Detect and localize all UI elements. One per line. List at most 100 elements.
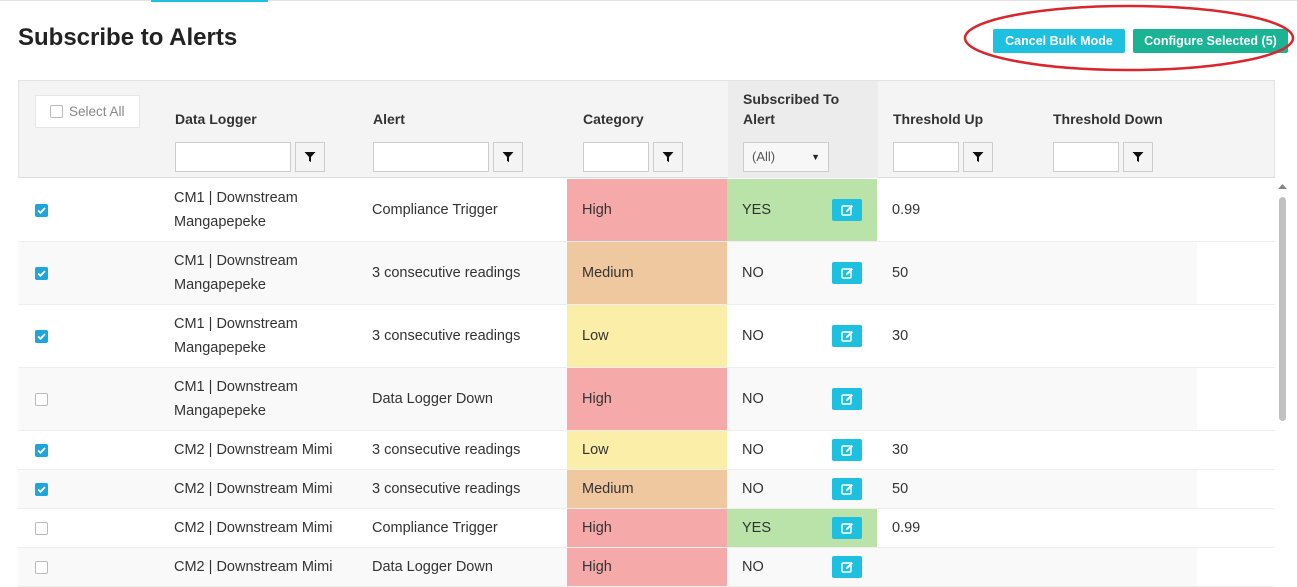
row-checkbox[interactable] [35,392,48,406]
threshold-down [1037,179,1197,241]
subscribed-cell: NO [727,368,877,430]
threshold-down [1037,242,1197,304]
header-cell: Threshold Up [878,81,1038,178]
spacer-cell [1197,548,1275,586]
spacer-cell [1197,179,1275,241]
subscribed-cell: NO [727,305,877,367]
data-logger: CM1 | Downstream Mangapepeke [174,316,298,356]
row-checkbox[interactable] [35,482,48,496]
select-cell [18,305,159,367]
spacer-cell [1197,431,1275,469]
row-checkbox[interactable] [35,203,48,217]
row-checkbox[interactable] [35,329,48,343]
select-cell [18,548,159,586]
edit-button[interactable] [832,478,862,500]
edit-button[interactable] [832,199,862,221]
category: High [567,548,727,586]
threshold-down [1037,368,1197,430]
top-border [0,0,1297,1]
edit-button[interactable] [832,262,862,284]
filter-button[interactable] [1123,142,1153,172]
spacer-cell [1197,470,1275,508]
edit-button[interactable] [832,325,862,347]
threshold-down [1037,470,1197,508]
edit-button[interactable] [832,556,862,578]
subscribed-value: YES [742,520,772,536]
table-body: CM1 | Downstream Mangapepeke Compliance T… [18,179,1275,587]
scroll-up-arrow[interactable] [1275,179,1290,193]
dropdown-caret: ▼ [811,152,820,162]
table-row: CM1 | Downstream Mangapepeke 3 consecutiv… [18,242,1275,305]
subscribed-value: NO [742,559,764,575]
alert-name: 3 consecutive readings [372,481,521,497]
row-checkbox[interactable] [35,560,48,574]
filter-button[interactable] [653,142,683,172]
select-all[interactable]: Select All [35,95,140,128]
table-row: CM2 | Downstream Mimi 3 consecutive readi… [18,470,1275,509]
select-cell [18,179,159,241]
category: Medium [567,470,727,508]
select-cell [18,470,159,508]
header-cell: Threshold Down [1038,81,1198,178]
data-logger: CM2 | Downstream Mimi [174,442,333,458]
alert-name: 3 consecutive readings [372,265,521,281]
scrollbar-thumb[interactable] [1279,197,1286,421]
column-name: Alert [373,111,405,127]
select-cell [18,368,159,430]
threshold-down [1037,509,1197,547]
data-logger: CM2 | Downstream Mimi [174,559,333,575]
category: Low [567,431,727,469]
filter-dropdown-value: (All) [752,149,776,164]
header-cell: Data Logger [160,81,358,178]
subscribed-value: NO [742,481,764,497]
table-row: CM2 | Downstream Mimi 3 consecutive readi… [18,431,1275,470]
header-cell: Alert [358,81,568,178]
alert-name: 3 consecutive readings [372,328,521,344]
filter-input[interactable] [1053,142,1119,172]
threshold-up: 30 [892,442,909,458]
row-checkbox[interactable] [35,266,48,280]
table-row: CM1 | Downstream Mangapepeke Compliance T… [18,179,1275,242]
category: High [567,368,727,430]
threshold-down [1037,305,1197,367]
select-all-checkbox[interactable] [50,105,63,118]
spacer-cell [1197,368,1275,430]
active-tab-indicator [151,0,268,2]
filter-button[interactable] [963,142,993,172]
row-checkbox[interactable] [35,521,48,535]
edit-button[interactable] [832,439,862,461]
row-checkbox[interactable] [35,443,48,457]
category: High [567,179,727,241]
alert-name: 3 consecutive readings [372,442,521,458]
filter-button[interactable] [295,142,325,172]
alert-name: Compliance Trigger [372,520,498,536]
subscribed-value: NO [742,265,764,281]
threshold-up [877,368,1037,430]
subscribed-value: NO [742,328,764,344]
table-row: CM2 | Downstream Mimi Data Logger Down Hig… [18,548,1275,587]
cancel-bulk-button[interactable]: Cancel Bulk Mode [993,29,1125,53]
subscribed-value: NO [742,442,764,458]
table-row: CM1 | Downstream Mangapepeke Data Logger … [18,368,1275,431]
filter-input[interactable] [175,142,291,172]
filter-dropdown[interactable]: (All) ▼ [743,142,829,172]
alert-name: Data Logger Down [372,559,493,575]
subscribed-value: YES [742,202,772,218]
filter-input[interactable] [373,142,489,172]
category: High [567,509,727,547]
filter-input[interactable] [583,142,649,172]
configure-selected-button[interactable]: Configure Selected (5) [1133,29,1288,53]
threshold-up: 50 [892,265,909,281]
subscribed-cell: YES [727,179,877,241]
threshold-up: 0.99 [892,520,921,536]
column-name: Threshold Down [1053,111,1163,127]
edit-button[interactable] [832,388,862,410]
alert-name: Compliance Trigger [372,202,498,218]
table-header: Select All Data Logger Alert Category Subscr… [18,80,1275,178]
filter-button[interactable] [493,142,523,172]
table-row: CM2 | Downstream Mimi Compliance Trigger H… [18,509,1275,548]
edit-button[interactable] [832,517,862,539]
filter-input[interactable] [893,142,959,172]
select-cell [18,242,159,304]
